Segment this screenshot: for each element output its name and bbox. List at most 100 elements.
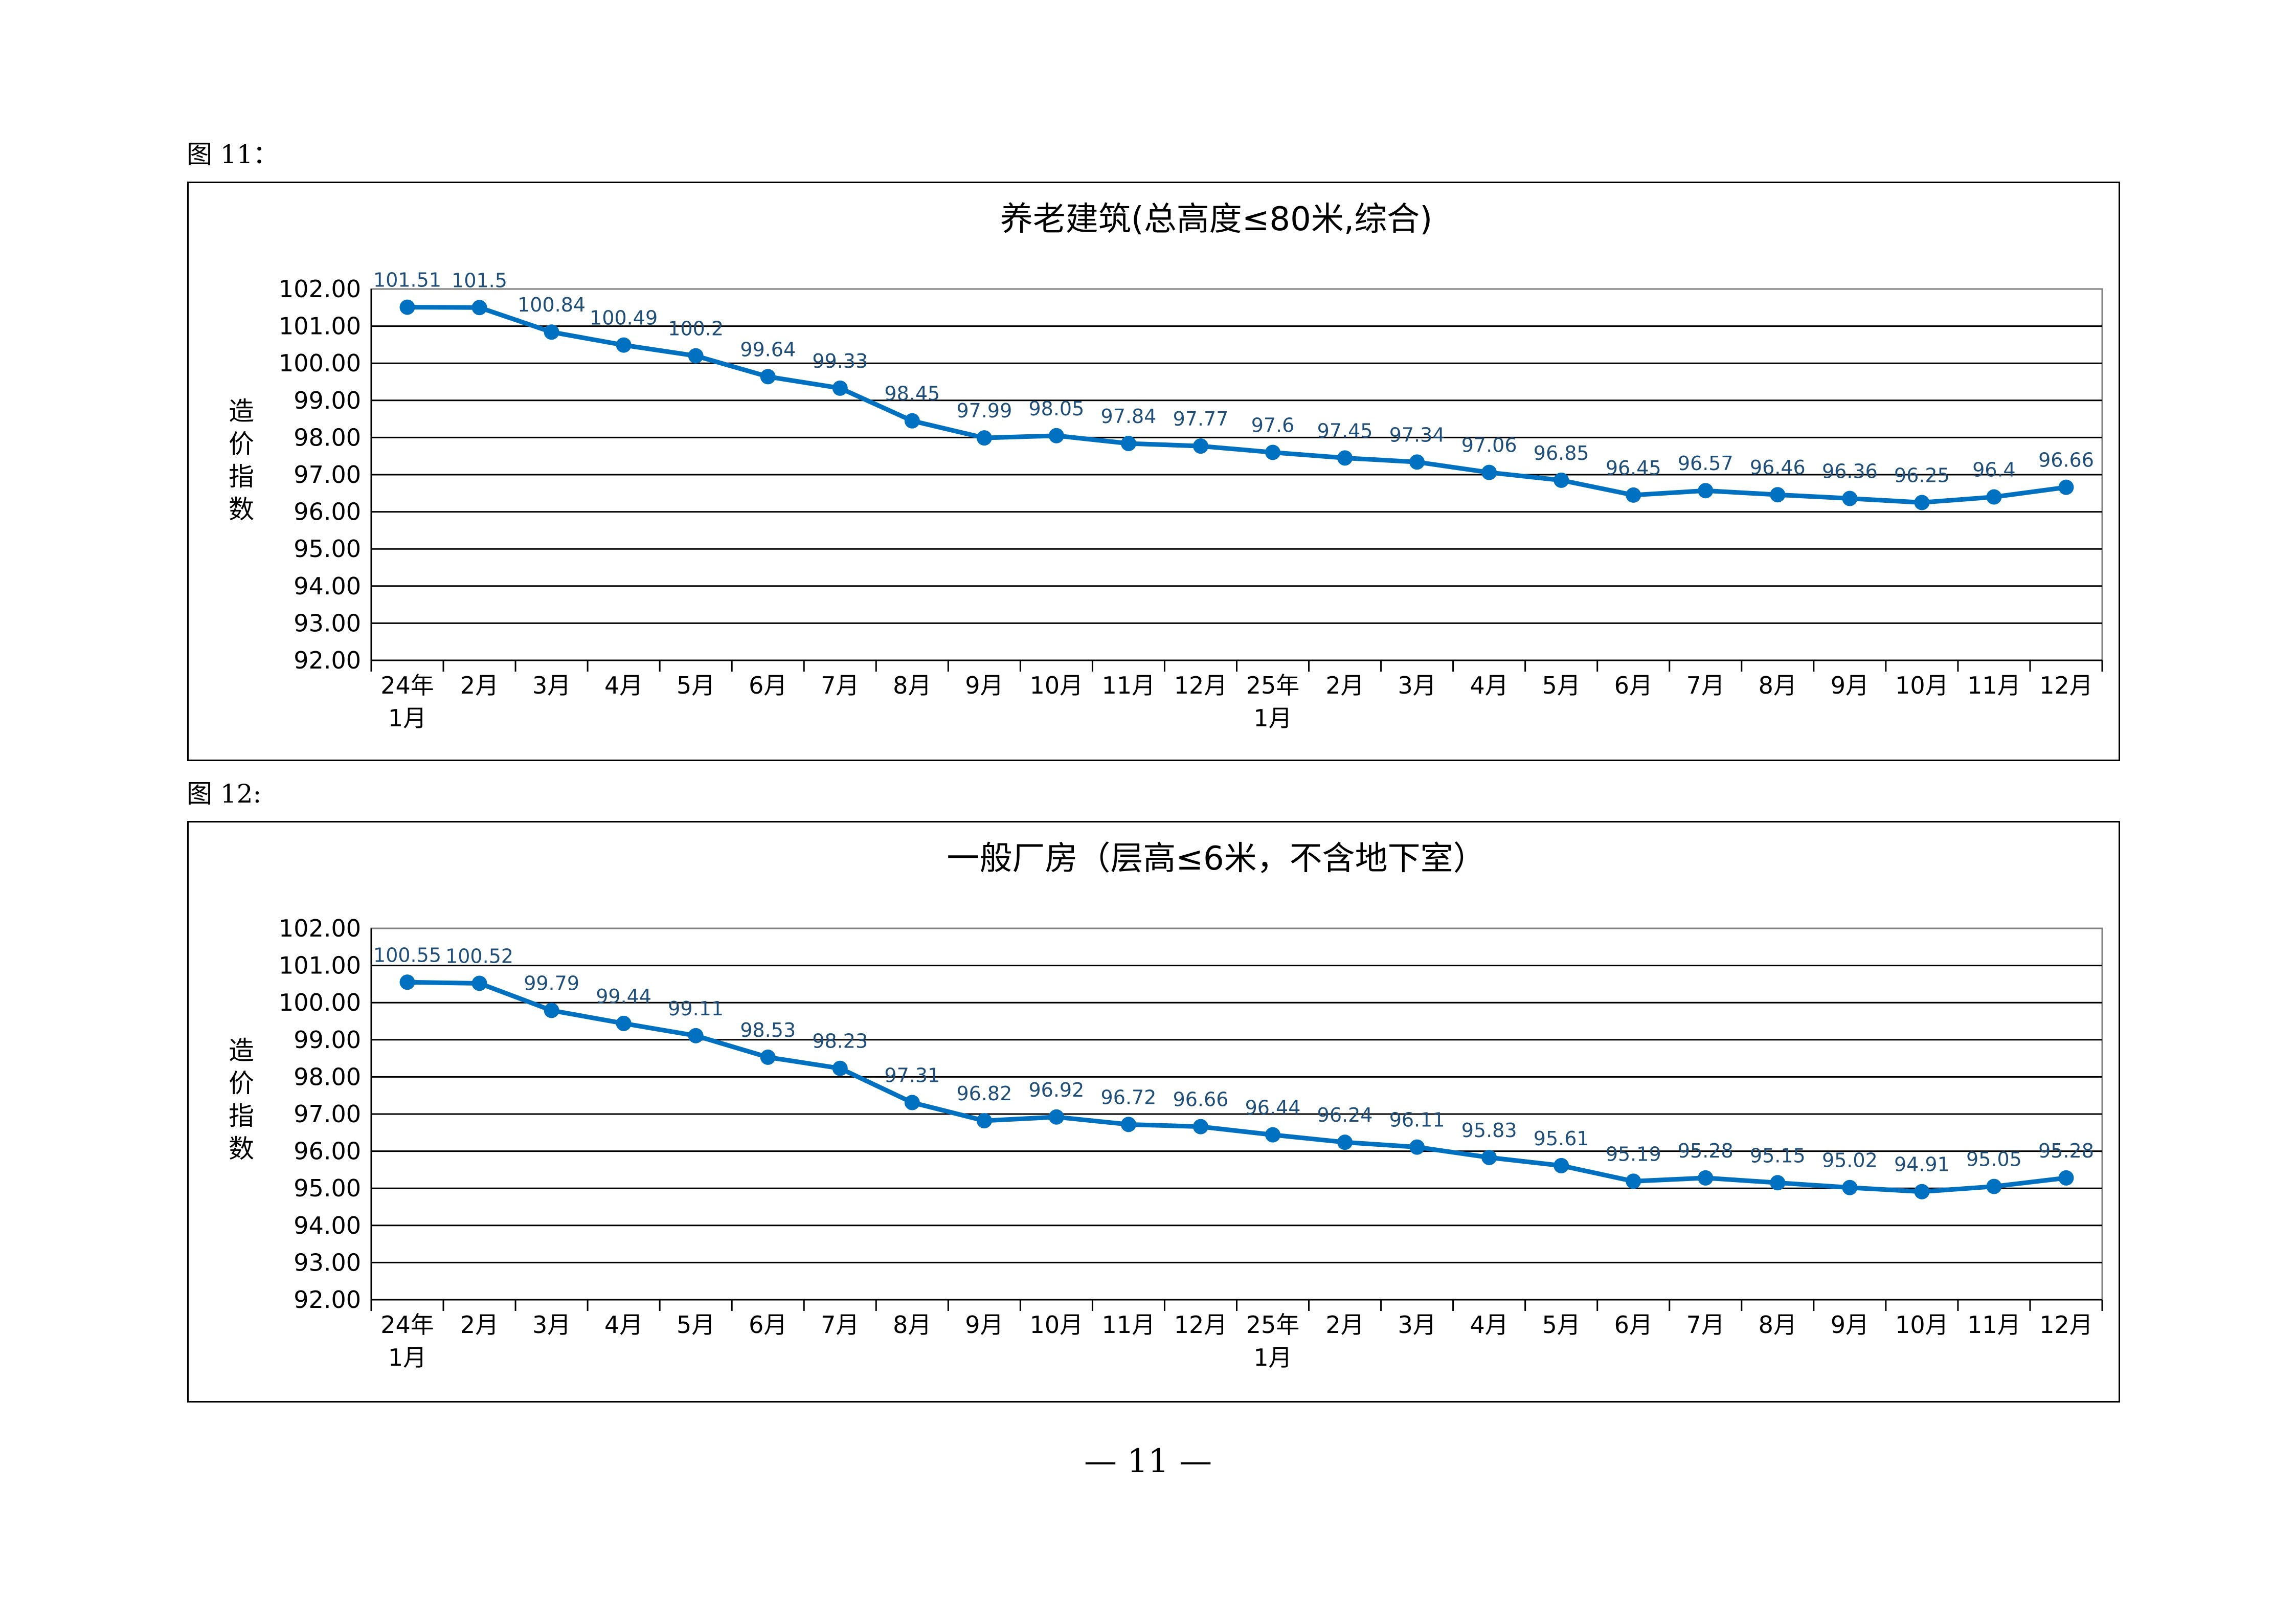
data-label: 95.15 xyxy=(1750,1144,1806,1167)
y-axis-title-char: 造 xyxy=(229,396,254,426)
x-tick-label: 6月 xyxy=(1614,1311,1653,1339)
data-point xyxy=(1842,1180,1858,1195)
x-tick-label: 2月 xyxy=(1325,672,1364,699)
x-tick-label: 7月 xyxy=(1686,1311,1725,1339)
x-tick-label: 8月 xyxy=(1759,672,1797,699)
data-label: 97.6 xyxy=(1251,414,1295,436)
data-label: 95.28 xyxy=(2038,1140,2094,1162)
figure-caption-11: 图 11： xyxy=(187,140,279,169)
data-point xyxy=(1192,1119,1208,1134)
data-point xyxy=(1986,489,2002,505)
data-point xyxy=(1986,1178,2002,1194)
y-axis-title-char: 价 xyxy=(229,429,254,459)
y-axis-title-char: 造 xyxy=(229,1036,254,1065)
x-tick-label: 7月 xyxy=(1686,672,1725,699)
data-label: 96.36 xyxy=(1822,460,1878,482)
data-label: 99.79 xyxy=(524,972,579,994)
data-label: 96.85 xyxy=(1534,442,1589,464)
y-tick-label: 99.00 xyxy=(294,1026,361,1054)
x-tick-label: 5月 xyxy=(1542,672,1581,699)
data-label: 96.46 xyxy=(1750,456,1806,479)
data-point xyxy=(1698,483,1714,499)
x-tick-label: 11月 xyxy=(1967,1311,2021,1339)
data-label: 96.25 xyxy=(1894,464,1950,486)
data-point xyxy=(760,1049,776,1065)
y-tick-label: 93.00 xyxy=(294,1249,361,1276)
x-tick-label: 11月 xyxy=(1102,672,1156,699)
data-point xyxy=(1337,450,1353,466)
chart-panel-1: 养老建筑(总高度≤80米,综合) 92.00 93.00 94.00 95.00 96.0… xyxy=(187,182,2120,761)
data-label: 100.52 xyxy=(445,945,513,967)
data-point xyxy=(832,1060,848,1076)
x-tick-label: 2月 xyxy=(460,672,499,699)
data-point xyxy=(688,1028,704,1043)
data-point xyxy=(904,413,920,429)
data-point xyxy=(1914,1184,1930,1199)
x-tick-label: 11月 xyxy=(1102,1311,1156,1339)
y-axis-title-char: 数 xyxy=(229,1134,254,1164)
data-label: 101.5 xyxy=(452,269,507,292)
data-point xyxy=(976,1113,992,1129)
data-label: 99.33 xyxy=(812,350,868,372)
data-point xyxy=(1698,1170,1714,1186)
x-tick-label: 1月 xyxy=(388,1344,426,1371)
data-label: 96.66 xyxy=(2038,449,2094,472)
data-label: 96.11 xyxy=(1389,1109,1445,1131)
data-point xyxy=(1409,1139,1425,1155)
data-label: 98.53 xyxy=(740,1019,796,1041)
series-line xyxy=(407,980,2067,1194)
x-tick-label: 1月 xyxy=(1253,704,1292,732)
x-tick-label: 7月 xyxy=(821,1311,859,1339)
data-point xyxy=(2058,1170,2074,1186)
data-point xyxy=(1192,438,1208,454)
data-label: 100.49 xyxy=(590,307,658,329)
data-point xyxy=(1120,436,1136,452)
y-tick-label: 96.00 xyxy=(294,1138,361,1165)
data-label: 100.2 xyxy=(668,318,724,340)
y-tick-label: 101.00 xyxy=(279,313,361,340)
x-tick-label: 10月 xyxy=(1895,1311,1949,1339)
x-tick-label: 2月 xyxy=(1325,1311,1364,1339)
data-label: 96.4 xyxy=(1972,459,2016,481)
data-point xyxy=(976,430,992,446)
data-point xyxy=(1842,491,1858,506)
x-tick-label: 5月 xyxy=(1542,1311,1581,1339)
data-point xyxy=(832,380,848,396)
data-label: 96.82 xyxy=(956,1082,1012,1105)
x-tick-label: 1月 xyxy=(1253,1344,1292,1371)
data-point xyxy=(616,1015,632,1031)
x-tick-label: 9月 xyxy=(965,1311,1003,1339)
x-tick-label: 12月 xyxy=(2039,672,2093,699)
x-tick-label: 3月 xyxy=(532,1311,571,1339)
x-tick-label: 24年 xyxy=(380,672,434,699)
x-tick-label: 5月 xyxy=(677,672,715,699)
x-tick-label: 1月 xyxy=(388,704,426,732)
data-label: 95.28 xyxy=(1678,1140,1734,1162)
x-tick-label: 8月 xyxy=(893,672,931,699)
data-point xyxy=(471,300,487,316)
data-label: 100.84 xyxy=(517,294,586,316)
y-tick-label: 99.00 xyxy=(294,387,361,414)
y-axis-title-char: 指 xyxy=(229,1101,254,1131)
data-label: 99.11 xyxy=(668,997,724,1020)
data-point xyxy=(1626,487,1641,503)
x-tick-label: 3月 xyxy=(1398,1311,1436,1339)
data-label: 96.57 xyxy=(1678,452,1734,475)
data-point xyxy=(1120,1117,1136,1132)
data-point xyxy=(2058,479,2074,495)
data-point xyxy=(1554,1158,1569,1173)
data-point xyxy=(1265,444,1281,460)
x-tick-label: 9月 xyxy=(1831,1311,1869,1339)
data-label: 96.44 xyxy=(1245,1097,1301,1119)
x-tick-label: 4月 xyxy=(1470,672,1509,699)
data-label: 97.06 xyxy=(1461,434,1517,457)
x-tick-label: 12月 xyxy=(1174,672,1228,699)
data-point xyxy=(1481,1149,1497,1165)
data-label: 101.51 xyxy=(373,269,441,292)
y-tick-label: 97.00 xyxy=(294,1100,361,1128)
x-tick-label: 12月 xyxy=(2039,1311,2093,1339)
x-tick-label: 25年 xyxy=(1246,1311,1300,1339)
x-tick-label: 11月 xyxy=(1967,672,2021,699)
y-axis-title-char: 指 xyxy=(229,462,254,492)
data-label: 97.77 xyxy=(1173,408,1229,430)
